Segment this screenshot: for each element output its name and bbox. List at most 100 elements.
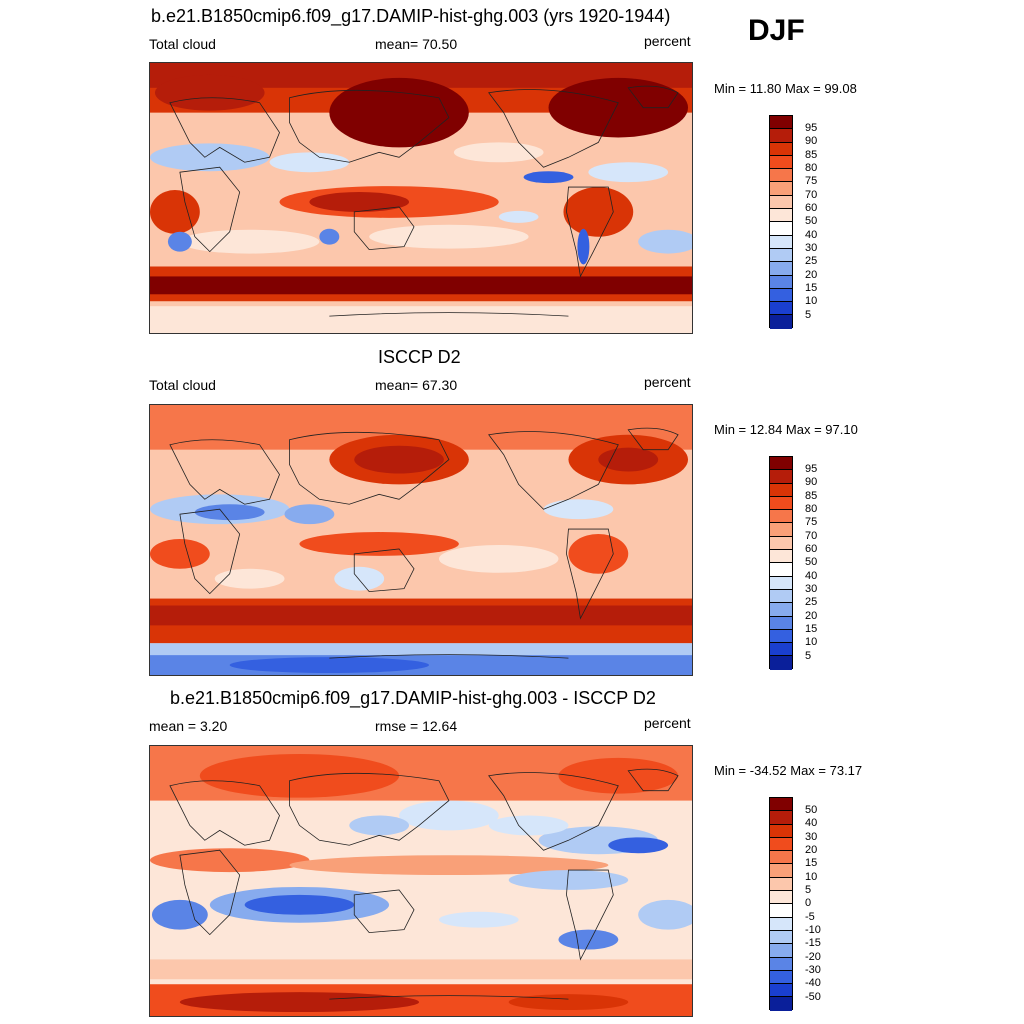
- panel-1-colorbar-swatch: [770, 169, 792, 183]
- panel-3-colorbar-label: 0: [805, 897, 812, 909]
- panel-3-colorbar-swatch: [770, 944, 792, 958]
- panel-3-colorbar-swatch: [770, 904, 792, 918]
- panel-1-colorbar-label: 75: [805, 175, 818, 187]
- panel-2-colorbar-swatch: [770, 496, 792, 511]
- panel-1-colorbar-swatch: [770, 222, 792, 236]
- panel-2-colorbar-swatch: [770, 483, 792, 497]
- panel-1-colorbar-swatch: [770, 248, 792, 263]
- panel-2-colorbar-label: 40: [805, 570, 818, 582]
- panel-2-colorbar-swatch: [770, 550, 792, 564]
- panel-2-colorbar-swatch: [770, 656, 792, 670]
- panel-3-colorbar-swatch: [770, 837, 792, 852]
- panel-3-colorbar-swatch: [770, 798, 792, 812]
- panel-1-colorbar-swatch: [770, 182, 792, 196]
- panel-3-units-label: percent: [644, 715, 691, 731]
- panel-3-rmse-label: rmse = 12.64: [375, 718, 458, 734]
- panel-1-variable-label: Total cloud: [149, 36, 216, 52]
- panel-3-colorbar-label: 40: [805, 817, 818, 829]
- panel-1-colorbar-label: 60: [805, 202, 818, 214]
- panel-2-title: ISCCP D2: [378, 347, 461, 367]
- panel-1-colorbar-swatch: [770, 315, 792, 329]
- panel-3-colorbar-swatch: [770, 811, 792, 825]
- panel-1-colorbar-label: 30: [805, 242, 818, 254]
- panel-1-units-label: percent: [644, 33, 691, 49]
- panel-2-colorbar-swatch: [770, 576, 792, 590]
- panel-1-colorbar-swatch: [770, 302, 792, 316]
- panel-2-colorbar-swatch: [770, 643, 792, 657]
- panel-2-minmax-label: Min = 12.84 Max = 97.10: [714, 422, 858, 437]
- panel-2-colorbar-label: 50: [805, 556, 818, 568]
- panel-2-colorbar-swatch: [770, 536, 792, 551]
- panel-2-units-label: percent: [644, 374, 691, 390]
- panel-3-colorbar-label: -50: [805, 991, 821, 1003]
- panel-3-colorbar-swatch: [770, 824, 792, 838]
- panel-3-colorbar-swatch: [770, 984, 792, 998]
- panel-2-colorbar-label: 90: [805, 476, 818, 488]
- panel-1-colorbar-label: 95: [805, 122, 818, 134]
- panel-3-colorbar: [769, 797, 793, 1011]
- panel-3-title: b.e21.B1850cmip6.f09_g17.DAMIP-hist-ghg.…: [170, 688, 656, 708]
- panel-1-colorbar-label: 10: [805, 295, 818, 307]
- panel-3-colorbar-swatch: [770, 957, 792, 971]
- panel-3-colorbar-label: 15: [805, 857, 818, 869]
- panel-1-colorbar-label: 80: [805, 162, 818, 174]
- panel-1-colorbar-label: 20: [805, 269, 818, 281]
- panel-2-colorbar-label: 25: [805, 596, 818, 608]
- panel-1-colorbar-swatch: [770, 129, 792, 143]
- panel-3-colorbar-label: -30: [805, 964, 821, 976]
- panel-2-colorbar-label: 30: [805, 583, 818, 595]
- panel-1-colorbar-label: 5: [805, 309, 812, 321]
- panel-2-map: [149, 404, 693, 676]
- panel-2-colorbar-swatch: [770, 603, 792, 617]
- panel-3-map: [149, 745, 693, 1017]
- panel-3-colorbar-swatch: [770, 851, 792, 865]
- panel-2-mean-label: mean= 67.30: [375, 377, 458, 393]
- panel-1-colorbar-swatch: [770, 155, 792, 170]
- panel-2-colorbar-label: 5: [805, 650, 812, 662]
- panel-3-colorbar-swatch: [770, 997, 792, 1011]
- panel-2-colorbar-swatch: [770, 589, 792, 604]
- panel-2-colorbar-swatch: [770, 457, 792, 471]
- panel-3-colorbar-label: 30: [805, 831, 818, 843]
- panel-3-colorbar-swatch: [770, 877, 792, 892]
- panel-1-colorbar-label: 85: [805, 149, 818, 161]
- panel-2-colorbar-label: 60: [805, 543, 818, 555]
- panel-3-colorbar-swatch: [770, 917, 792, 931]
- panel-1-mean-label: mean= 70.50: [375, 36, 458, 52]
- panel-3-colorbar-swatch: [770, 930, 792, 945]
- panel-1-map: [149, 62, 693, 334]
- panel-3-colorbar-label: 20: [805, 844, 818, 856]
- panel-2-colorbar-swatch: [770, 616, 792, 630]
- panel-3-colorbar-swatch: [770, 864, 792, 878]
- panel-2-colorbar-swatch: [770, 510, 792, 524]
- panel-3-minmax-label: Min = -34.52 Max = 73.17: [714, 763, 863, 778]
- panel-1-colorbar-label: 40: [805, 229, 818, 241]
- panel-2-colorbar-label: 95: [805, 463, 818, 475]
- panel-3-colorbar-label: -5: [805, 911, 815, 923]
- panel-2-variable-label: Total cloud: [149, 377, 216, 393]
- panel-1-colorbar-swatch: [770, 235, 792, 249]
- panel-2-colorbar-label: 10: [805, 636, 818, 648]
- panel-2-colorbar-label: 70: [805, 530, 818, 542]
- panel-1-minmax-label: Min = 11.80 Max = 99.08: [714, 81, 857, 96]
- panel-1-colorbar-swatch: [770, 142, 792, 156]
- panel-1-colorbar-label: 25: [805, 255, 818, 267]
- panel-2-colorbar-label: 85: [805, 490, 818, 502]
- panel-1-colorbar-swatch: [770, 195, 792, 210]
- panel-2-colorbar-swatch: [770, 563, 792, 577]
- panel-1-title: b.e21.B1850cmip6.f09_g17.DAMIP-hist-ghg.…: [151, 6, 671, 26]
- panel-3-colorbar-label: -15: [805, 937, 821, 949]
- panel-1-colorbar-label: 15: [805, 282, 818, 294]
- panel-1-colorbar-swatch: [770, 116, 792, 130]
- panel-3-mean-label: mean = 3.20: [149, 718, 228, 734]
- panel-2-colorbar-label: 15: [805, 623, 818, 635]
- panel-1-colorbar: [769, 115, 793, 329]
- panel-3-colorbar-label: 50: [805, 804, 818, 816]
- panel-1-colorbar-swatch: [770, 262, 792, 276]
- panel-2-colorbar-label: 20: [805, 610, 818, 622]
- panel-3-colorbar-label: -20: [805, 951, 821, 963]
- panel-1-colorbar-label: 90: [805, 135, 818, 147]
- panel-2-colorbar: [769, 456, 793, 670]
- panel-1-colorbar-swatch: [770, 209, 792, 223]
- panel-3-colorbar-swatch: [770, 970, 792, 985]
